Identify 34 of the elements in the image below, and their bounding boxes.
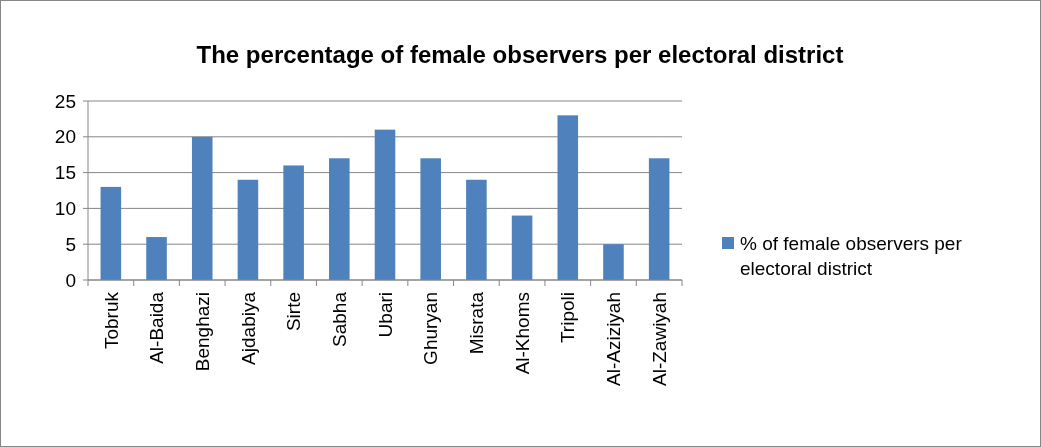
- bar: [374, 129, 396, 280]
- x-tick-label: Al-Khoms: [511, 292, 533, 375]
- y-tick-label: 25: [54, 90, 76, 112]
- y-tick-label: 15: [54, 162, 76, 184]
- x-tick-label: Tobruk: [100, 291, 122, 350]
- bar: [100, 186, 122, 280]
- legend-label: % of female observers per electoral district: [740, 232, 963, 280]
- x-tick-label: Al-Baida: [146, 291, 168, 364]
- y-tick-label: 5: [65, 233, 76, 255]
- y-tick-label: 20: [54, 126, 76, 148]
- bar: [603, 244, 624, 280]
- x-tick-label: Misrata: [466, 291, 488, 355]
- bar: [557, 115, 579, 280]
- bar: [283, 165, 304, 280]
- x-tick-label: Ghuryan: [420, 292, 442, 365]
- bar: [466, 179, 487, 280]
- x-tick-label: Ubari: [374, 292, 396, 338]
- bar: [511, 215, 533, 280]
- x-tick-label: Sirte: [283, 292, 305, 332]
- bar: [237, 179, 259, 280]
- y-tick-label: 10: [54, 198, 76, 220]
- x-tick-label: Ajdabiya: [237, 291, 259, 365]
- bar: [191, 136, 213, 280]
- bar: [420, 158, 441, 280]
- chart-title: The percentage of female observers per electoral district: [196, 41, 844, 68]
- bar: [329, 158, 350, 280]
- x-tick-label: Sabha: [328, 291, 350, 347]
- x-tick-label: Benghazi: [191, 292, 213, 372]
- y-tick-label: 0: [65, 269, 76, 291]
- bar: [146, 237, 167, 280]
- x-tick-label: Al-Aziziyah: [603, 292, 625, 386]
- x-tick-label: Al-Zawiyah: [648, 292, 670, 386]
- x-tick-label: Tripoli: [557, 292, 579, 344]
- bar: [648, 158, 670, 280]
